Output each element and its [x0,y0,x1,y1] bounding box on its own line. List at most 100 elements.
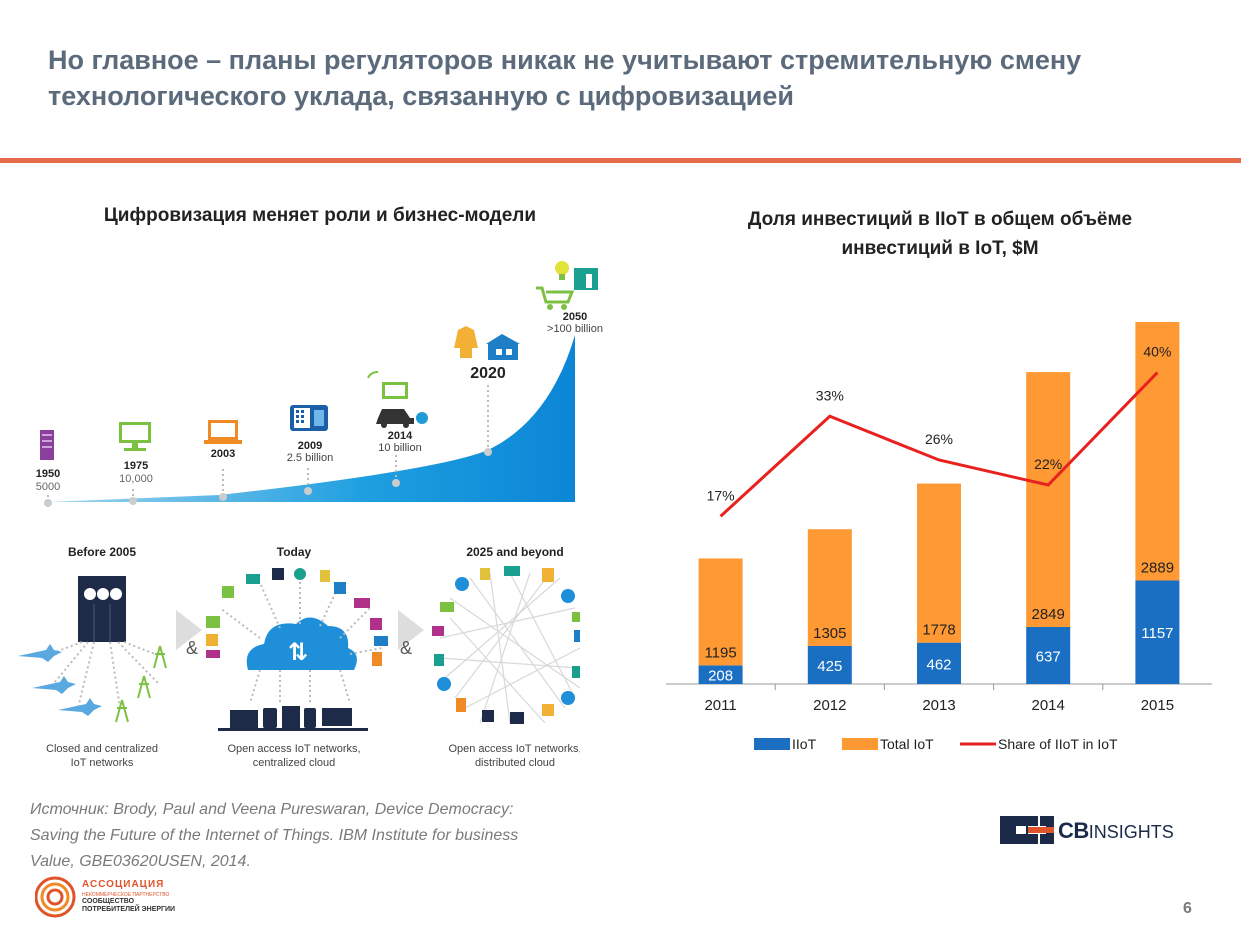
association-name-line-2: ПОТРЕБИТЕЛЕЙ ЭНЕРГИИ [82,906,176,913]
x-tick-label: 2015 [1141,697,1174,714]
milestone-count-1975: 10,000 [119,473,153,485]
electric-car-icon [376,409,428,428]
milestone-year-2014: 2014 [388,430,413,442]
shopping-cart-icon [536,286,575,310]
future-caption-1: Open access IoT networks, [448,743,580,755]
connected-devices-icon [218,706,368,731]
bar-label-total-iot: 2889 [1141,559,1174,576]
slide-title: Но главное – планы регуляторов никак не … [48,42,1148,114]
bar-total-iot [698,558,743,666]
bar-iiot [1135,580,1180,684]
bar-label-iiot: 208 [708,668,733,685]
bar-label-total-iot: 1778 [922,622,955,639]
future-title: 2025 and beyond [466,545,563,559]
cb-insights-wordmark: CBINSIGHTS [1058,818,1174,844]
bar-iiot [698,665,743,684]
network-models-illustration: Before 2005 Closed and centralized IoT n… [18,545,580,769]
laptop-icon [204,420,242,444]
cb-light-text: INSIGHTS [1088,822,1174,842]
svg-text:⇅: ⇅ [288,639,308,666]
bar-label-iiot: 425 [817,658,842,675]
chart-heading-line-1: Доля инвестиций в IIoT в общем объёме [747,209,1133,230]
smart-tv-icon [367,370,408,399]
bar-label-total-iot: 1305 [813,625,846,642]
today-caption-2: centralized cloud [253,757,336,769]
x-tick-label: 2012 [813,697,846,714]
bar-iiot [1026,627,1071,684]
association-subtitle: НЕКОММЕРЧЕСКОЕ ПАРТНЕРСТВО [82,892,170,898]
association-logo [35,876,76,918]
bar-label-iiot: 1157 [1141,625,1173,642]
source-line-3: Value, GBE03620USEN, 2014. [30,853,251,870]
milestone-count-2050: >100 billion [547,323,603,335]
server-rack-icon [78,576,126,642]
title-line-1: Но главное – планы регуляторов никак не … [48,45,1082,75]
cb-insights-logo [1000,816,1054,844]
today-caption-1: Open access IoT networks, [227,743,360,755]
legend-label: Share of IIoT in IoT [998,736,1118,752]
bar-label-iiot: 462 [926,656,951,673]
milestone-year-1950: 1950 [36,468,60,480]
source-line-2: Saving the Future of the Internet of Thi… [30,827,519,844]
left-panel-heading: Цифровизация меняет роли и бизнес-модели [103,205,537,226]
share-label: 17% [707,487,735,503]
bar-label-iiot: 637 [1036,649,1061,666]
iot-endpoint-icons [206,568,388,666]
association-name-line-1: СООБЩЕСТВО [82,898,135,905]
milestone-year-2009: 2009 [298,440,322,452]
legend-swatch [754,738,790,750]
legend-swatch [842,738,878,750]
source-line-1: Источник: Brody, Paul and Veena Pureswar… [30,801,514,818]
cloud-icon: ⇅ [246,617,357,670]
smart-home-icon [486,334,520,360]
x-tick-label: 2011 [704,697,736,714]
bar-total-iot [1026,372,1071,628]
smart-bulb-icon [555,261,569,280]
before-caption-1: Closed and centralized [46,743,158,755]
chart-heading-line-2: инвестиций в IoT, $M [841,238,1039,259]
legend-label: Total IoT [880,736,934,752]
airplane-icon [18,644,102,716]
iiot-investment-chart: 208 1195 2011 425 1305 2012 462 1778 2013 637 2849… [666,321,1212,752]
smart-clothing-icon [454,326,478,358]
legend-label: IIoT [792,736,817,752]
x-tick-label: 2014 [1032,697,1065,714]
desktop-computer-icon [119,422,151,451]
bar-total-iot [807,529,852,646]
share-line [719,371,1159,518]
mesh-network [439,572,580,724]
ampersand-1: & [186,638,198,658]
milestone-count-2009: 2.5 billion [287,452,333,464]
share-label: 22% [1034,456,1062,472]
chart-heading: Доля инвестиций в IIoT в общем объёме ин… [690,205,1190,263]
page-number: 6 [1183,900,1192,917]
share-label: 33% [816,387,844,403]
milestone-year-1975: 1975 [124,460,148,472]
bar-total-iot [1135,321,1180,581]
smartphone-icon [290,405,328,431]
title-divider [0,158,1241,163]
mainframe-icon [40,430,54,460]
bar-total-iot [917,483,961,643]
milestone-count-1950: 5000 [36,481,60,493]
device-growth-illustration: 1950 5000 1975 10,000 2003 2009 2.5 bill… [36,261,603,507]
association-title: АССОЦИАЦИЯ [82,879,165,890]
distributed-node-icons [432,566,580,724]
share-label: 40% [1143,344,1171,360]
title-line-2: технологического уклада, связанную с циф… [48,81,794,111]
growth-curve [48,335,575,502]
bar-label-total-iot: 2849 [1032,606,1065,623]
today-title: Today [277,545,312,559]
power-pylon-icon [115,645,167,723]
milestone-year-2003: 2003 [211,448,235,460]
association-name: СООБЩЕСТВО ПОТРЕБИТЕЛЕЙ ЭНЕРГИИ [82,898,175,914]
share-label: 26% [925,431,953,447]
source-note: Источник: Brody, Paul and Veena Pureswar… [30,797,630,875]
milestone-year-2020: 2020 [470,365,506,382]
before-2005-title: Before 2005 [68,545,136,559]
before-caption-2: IoT networks [71,757,134,769]
milestone-count-2014: 10 billion [378,442,421,454]
cb-bold-text: CB [1058,818,1089,843]
x-tick-label: 2013 [922,697,955,714]
milestone-year-2050: 2050 [563,311,587,323]
